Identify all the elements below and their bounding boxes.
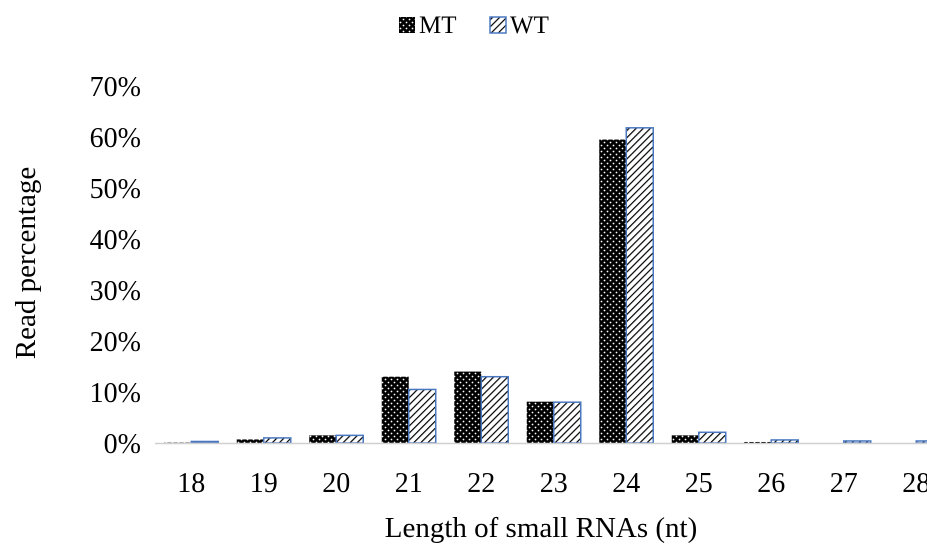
bars (164, 127, 927, 444)
bar-mt-20 (309, 435, 337, 443)
x-tick-label: 22 (467, 468, 495, 499)
bar-mt-24 (599, 139, 627, 444)
y-tick-label: 60% (90, 123, 141, 154)
bar-wt-25 (698, 431, 727, 444)
y-axis-label: Read percentage (10, 167, 42, 359)
bar-wt-24 (625, 127, 654, 444)
x-tick-label: 28 (902, 468, 927, 499)
bar-mt-21 (381, 376, 409, 443)
x-tick-label: 24 (612, 468, 640, 499)
bar-wt-21 (408, 388, 437, 444)
bar-wt-22 (480, 375, 509, 444)
x-tick-label: 23 (540, 468, 568, 499)
x-tick-label: 21 (395, 468, 423, 499)
x-tick-label: 18 (177, 468, 205, 499)
bar-mt-23 (526, 401, 554, 443)
legend-swatch-wt (489, 16, 507, 34)
x-tick-label: 20 (322, 468, 350, 499)
y-axis-ticks: 0% 10% 20% 30% 40% 50% 60% 70% (90, 72, 141, 460)
x-axis-ticks: 18 19 20 21 22 23 24 25 26 27 28 (177, 468, 927, 499)
x-tick-label: 26 (757, 468, 785, 499)
y-tick-label: 40% (90, 225, 141, 256)
bar-mt-22 (454, 371, 482, 443)
y-tick-label: 70% (90, 72, 141, 103)
y-tick-label: 10% (90, 378, 141, 409)
bar-wt-26 (770, 439, 799, 444)
bar-wt-27 (843, 440, 872, 444)
bar-mt-18 (164, 442, 192, 443)
bar-mt-19 (236, 439, 264, 443)
y-tick-label: 30% (90, 276, 141, 307)
legend-label-wt: WT (510, 12, 549, 39)
legend-label-mt: MT (419, 12, 457, 39)
y-tick-label: 0% (104, 429, 141, 460)
x-axis-label: Length of small RNAs (nt) (385, 512, 698, 544)
bar-mt-26 (744, 441, 772, 443)
bar-wt-28 (915, 440, 927, 444)
x-tick-label: 19 (250, 468, 278, 499)
bar-wt-20 (335, 434, 364, 444)
legend: MT WT (399, 12, 549, 39)
y-tick-label: 50% (90, 174, 141, 205)
bar-mt-25 (671, 435, 699, 443)
x-tick-label: 27 (830, 468, 858, 499)
legend-swatch-mt (399, 17, 415, 33)
x-tick-label: 25 (685, 468, 713, 499)
y-tick-label: 20% (90, 327, 141, 358)
bar-wt-19 (263, 437, 292, 444)
bar-wt-23 (553, 401, 582, 444)
